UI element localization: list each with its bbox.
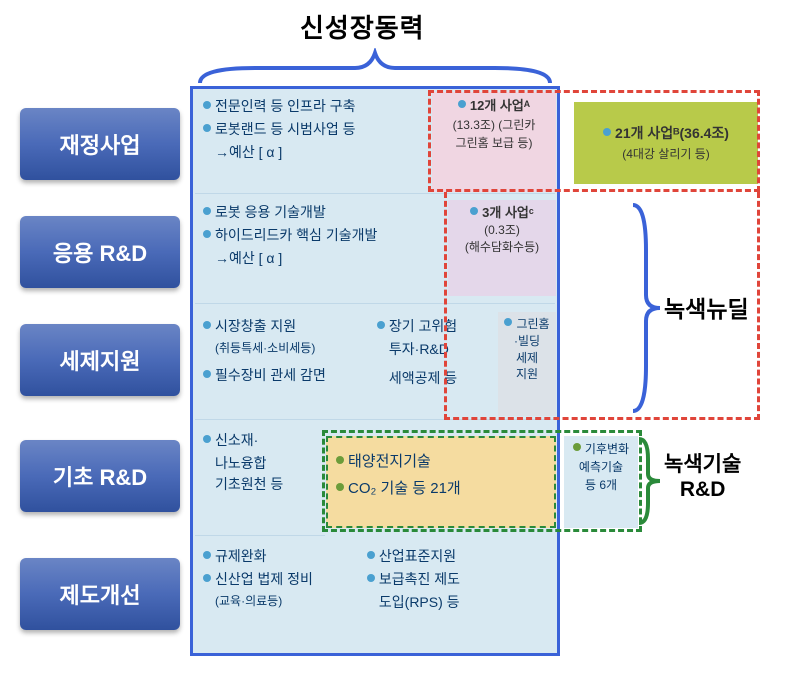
bullet-icon bbox=[203, 321, 211, 329]
r5-r3: 도입(RPS) 등 bbox=[367, 592, 537, 613]
r4-l1: 신소재· bbox=[215, 432, 258, 448]
bullet-icon bbox=[203, 574, 211, 582]
bracket-right-1 bbox=[630, 200, 666, 416]
tax-l4: 지원 bbox=[500, 366, 554, 383]
category-box-1: 재정사업 bbox=[20, 108, 180, 180]
r4-l2: 나노융합 bbox=[203, 453, 317, 474]
box12-sub1: (13.3조) (그린카 bbox=[438, 116, 550, 134]
r3-l1: 시장창출 지원 bbox=[215, 318, 296, 334]
bullet-icon bbox=[203, 551, 211, 559]
r3-r2: 투자·R&D bbox=[377, 339, 487, 360]
r2-item1: 로봇 응용 기술개발 bbox=[215, 204, 326, 220]
bullet-icon bbox=[203, 370, 211, 378]
bullet-icon bbox=[377, 321, 385, 329]
r1-item1: 전문인력 등 인프라 구축 bbox=[215, 98, 355, 114]
category-box-4: 기초 R&D bbox=[20, 440, 180, 512]
box-3projects: 3개 사업ᶜ (0.3조) (해수담화수등) bbox=[448, 200, 556, 296]
box-tax: 그린홈 ·빌딩 세제 지원 bbox=[498, 312, 556, 416]
bracket-top bbox=[195, 48, 555, 86]
r5-l2: 신산업 법제 정비 bbox=[215, 571, 313, 587]
box21-sub: (4대강 살리기 등) bbox=[622, 145, 710, 164]
box21-title: 21개 사업ᴮ(36.4조) bbox=[615, 125, 729, 141]
bullet-icon bbox=[603, 128, 611, 136]
orange-2: CO₂ 기술 등 21개 bbox=[348, 480, 461, 497]
r1-item3: →예산 [ α ] bbox=[215, 144, 282, 160]
box-21projects: 21개 사업ᴮ(36.4조) (4대강 살리기 등) bbox=[574, 102, 758, 184]
r3-r3: 세액공제 등 bbox=[377, 368, 487, 389]
bullet-icon bbox=[203, 230, 211, 238]
r5-l1: 규제완화 bbox=[215, 548, 267, 564]
box3-sub2: (해수담화수등) bbox=[452, 239, 552, 256]
r1-item2: 로봇랜드 등 시범사업 등 bbox=[215, 121, 355, 137]
bullet-icon bbox=[458, 100, 466, 108]
bullet-icon bbox=[470, 207, 478, 215]
r4-l3: 기초원천 등 bbox=[203, 474, 317, 495]
green-bullet-icon bbox=[573, 443, 581, 451]
category-box-2: 응용 R&D bbox=[20, 216, 180, 288]
r5-r2: 보급촉진 제도 bbox=[379, 571, 460, 587]
climate-l3: 등 6개 bbox=[568, 476, 634, 494]
climate-l1: 기후변화 bbox=[585, 442, 629, 456]
r5-r1: 산업표준지원 bbox=[379, 548, 456, 564]
bullet-icon bbox=[367, 574, 375, 582]
box-orange-tech: 태양전지기술 CO₂ 기술 등 21개 bbox=[326, 436, 556, 528]
tax-l3: 세제 bbox=[500, 350, 554, 367]
box12-title: 12개 사업ᴬ bbox=[470, 98, 530, 113]
bullet-icon bbox=[203, 124, 211, 132]
climate-l2: 예측기술 bbox=[568, 458, 634, 476]
green-bullet-icon bbox=[336, 456, 344, 464]
r5-l2s: (교육·의료등) bbox=[203, 592, 363, 610]
label-green-tech-2: R&D bbox=[664, 477, 741, 502]
label-green-tech: 녹색기술 R&D bbox=[664, 452, 741, 502]
box3-sub1: (0.3조) bbox=[452, 222, 552, 239]
bullet-icon bbox=[203, 207, 211, 215]
box-climate: 기후변화 예측기술 등 6개 bbox=[564, 436, 638, 528]
box12-sub2: 그린홈 보급 등) bbox=[438, 134, 550, 152]
r3-l2: 필수장비 관세 감면 bbox=[215, 367, 326, 383]
r3-r1: 장기 고위험 bbox=[389, 318, 457, 334]
r2-item3: →예산 [ α ] bbox=[215, 250, 282, 266]
bullet-icon bbox=[203, 101, 211, 109]
category-box-3: 세제지원 bbox=[20, 324, 180, 396]
label-green-newdeal: 녹색뉴딜 bbox=[664, 290, 749, 324]
bullet-icon bbox=[504, 318, 512, 326]
bracket-right-2 bbox=[636, 434, 664, 528]
bullet-icon bbox=[367, 551, 375, 559]
row4-content: 신소재· 나노융합 기초원천 등 bbox=[195, 424, 325, 536]
r2-item2: 하이드리드카 핵심 기술개발 bbox=[215, 227, 377, 243]
green-bullet-icon bbox=[336, 483, 344, 491]
box3-title: 3개 사업ᶜ bbox=[482, 205, 534, 220]
tax-l1: 그린홈 bbox=[516, 317, 549, 331]
orange-1: 태양전지기술 bbox=[348, 453, 431, 470]
category-box-5: 제도개선 bbox=[20, 558, 180, 630]
tax-l2: ·빌딩 bbox=[500, 333, 554, 350]
row5-content: 규제완화 신산업 법제 정비 (교육·의료등) 산업표준지원 보급촉진 제도 도… bbox=[195, 540, 555, 652]
title-top: 신성장동력 bbox=[300, 8, 425, 45]
r3-l1s: (취등특세·소비세등) bbox=[203, 339, 373, 357]
box-12projects: 12개 사업ᴬ (13.3조) (그린카 그린홈 보급 등) bbox=[432, 92, 556, 192]
label-green-tech-1: 녹색기술 bbox=[664, 452, 741, 477]
bullet-icon bbox=[203, 435, 211, 443]
